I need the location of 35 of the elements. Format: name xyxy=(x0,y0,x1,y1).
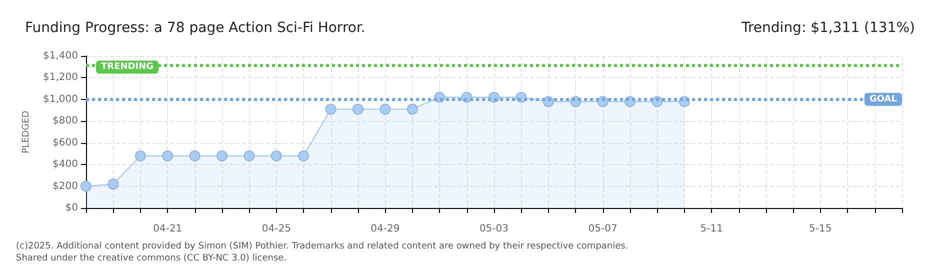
point xyxy=(325,104,336,115)
point xyxy=(80,180,92,192)
y-tick-label: $800 xyxy=(52,116,78,127)
text: (c)2025. Additional content provided by Simon (SIM) Pothier. Trademarks and related content are owned by their respective companies. xyxy=(16,242,628,252)
y-tick-label: $600 xyxy=(52,137,78,148)
x-tick-label: 04-25 xyxy=(262,224,291,234)
x-tick-label: 05-03 xyxy=(479,224,509,234)
point xyxy=(216,150,228,162)
point xyxy=(352,104,364,115)
point xyxy=(108,178,119,190)
ref-line-label: GOAL xyxy=(870,94,898,104)
x-tick-label: 5-15 xyxy=(809,224,832,234)
x-tick-label: 05-07 xyxy=(588,224,618,234)
point xyxy=(406,104,418,115)
point xyxy=(244,150,255,162)
point xyxy=(380,104,391,115)
y-tick-label: $1,000 xyxy=(43,94,78,105)
chart-title: Funding Progress: a 78 page Action Sci-Fi Horror. xyxy=(25,20,366,36)
point xyxy=(298,150,310,162)
chart-subtitle: Trending: $1,311 (131%) xyxy=(740,20,916,36)
x-tick-label: 04-29 xyxy=(370,224,400,234)
text: Shared under the creative commons (CC BY-NC 3.0) license. xyxy=(16,254,287,264)
point xyxy=(270,150,282,162)
y-tick-label: $400 xyxy=(52,159,78,170)
y-tick-label: $1,200 xyxy=(43,72,78,84)
point xyxy=(189,150,200,162)
y-tick-label: $200 xyxy=(52,180,78,192)
x-tick-label: 04-21 xyxy=(153,224,182,234)
x-tick-label: 5-11 xyxy=(700,224,723,234)
y-tick-label: $1,400 xyxy=(43,50,78,62)
y-tick-label: $0 xyxy=(65,202,78,214)
y-axis-title: PLEDGED xyxy=(22,110,32,154)
point xyxy=(162,150,174,162)
point xyxy=(134,150,146,162)
ref-line-label: TRENDING xyxy=(101,62,154,72)
